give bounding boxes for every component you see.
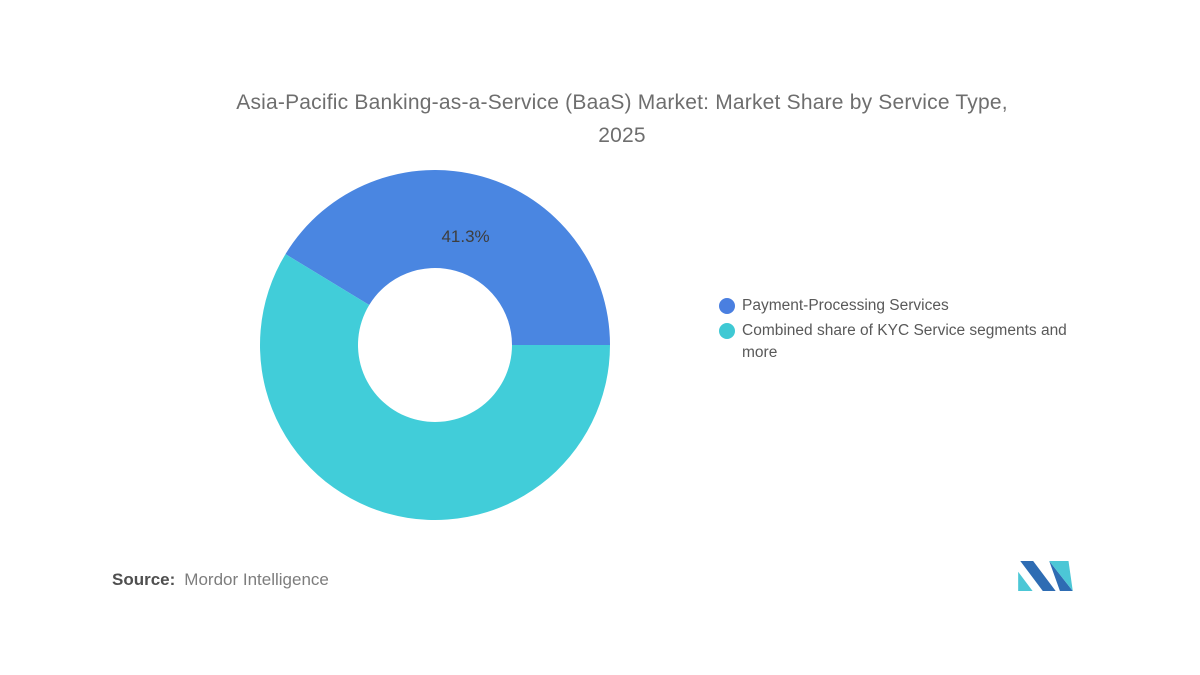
chart-title-line1: Asia-Pacific Banking-as-a-Service (BaaS)… <box>236 91 1008 114</box>
mordor-intelligence-logo-icon <box>1018 561 1073 591</box>
donut-chart: 41.3% <box>260 170 610 520</box>
chart-title-line2: 2025 <box>598 124 646 147</box>
source-label: Source: <box>112 570 176 589</box>
legend-marker-icon <box>719 298 735 314</box>
legend-label: Combined share of KYC Service segments a… <box>742 322 1067 361</box>
legend-item-kyc-service-segments[interactable]: Combined share of KYC Service segments a… <box>719 320 1084 364</box>
chart-title: Asia-Pacific Banking-as-a-Service (BaaS)… <box>150 86 1094 152</box>
slice-data-label: 41.3% <box>441 227 489 246</box>
pie-slice[interactable] <box>285 170 610 345</box>
legend-item-payment-processing-services[interactable]: Payment-Processing Services <box>719 295 1084 317</box>
legend-marker-icon <box>719 323 735 339</box>
logo-shape-teal-left <box>1018 571 1033 591</box>
legend-label: Payment-Processing Services <box>742 297 949 314</box>
logo-shape-blue-band <box>1020 561 1056 591</box>
source-value: Mordor Intelligence <box>184 570 329 589</box>
legend: Payment-Processing Services Combined sha… <box>719 295 1084 364</box>
source-line: Source: Mordor Intelligence <box>112 570 329 590</box>
pie-slice[interactable] <box>260 254 610 520</box>
